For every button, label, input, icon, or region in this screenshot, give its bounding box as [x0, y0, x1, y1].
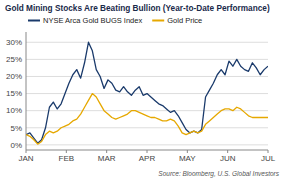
- title: Gold Mining Stocks Are Beating Bullion (…: [5, 4, 270, 13]
- legend-label: Gold Price: [167, 16, 202, 25]
- x-tick-label: APR: [139, 154, 156, 163]
- plot-area: [26, 42, 268, 144]
- y-axis-line: [26, 32, 27, 150]
- x-tick-label: JAN: [18, 154, 33, 163]
- legend-swatch: [152, 20, 164, 22]
- x-tick-label: MAY: [179, 154, 196, 163]
- x-tick: [227, 150, 228, 153]
- y-tick-label: 20%: [6, 72, 22, 81]
- y-tick-label: 25%: [6, 55, 22, 64]
- grid-line: [26, 42, 268, 43]
- chart: Gold Mining Stocks Are Beating Bullion (…: [0, 0, 282, 179]
- y-tick-label: 10%: [6, 106, 22, 115]
- source-note: Source: Bloomberg, U.S. Global Investors: [158, 170, 279, 178]
- x-tick-label: JUL: [261, 154, 276, 163]
- x-tick-label: FEB: [59, 154, 75, 163]
- grid: [26, 42, 268, 145]
- legend: NYSE Arca Gold BUGS Index Gold Price: [28, 16, 202, 25]
- x-tick: [147, 150, 148, 153]
- y-tick-label: 5%: [10, 124, 22, 133]
- x-tick-label: JUN: [220, 154, 236, 163]
- series-line: [26, 42, 268, 143]
- y-tick-label: 30%: [6, 38, 22, 47]
- legend-swatch: [28, 20, 40, 22]
- grid-line: [26, 144, 268, 145]
- x-tick: [26, 150, 27, 153]
- x-tick: [268, 150, 269, 153]
- y-tick-label: 15%: [6, 89, 22, 98]
- y-tick-label: 0%: [10, 141, 22, 150]
- x-tick: [187, 150, 188, 153]
- x-tick: [66, 150, 67, 153]
- series-line: [26, 94, 268, 145]
- x-tick-label: MAR: [98, 154, 116, 163]
- legend-label: NYSE Arca Gold BUGS Index: [43, 16, 142, 25]
- grid-line: [26, 76, 268, 77]
- x-tick: [106, 150, 107, 153]
- grid-line: [26, 59, 268, 60]
